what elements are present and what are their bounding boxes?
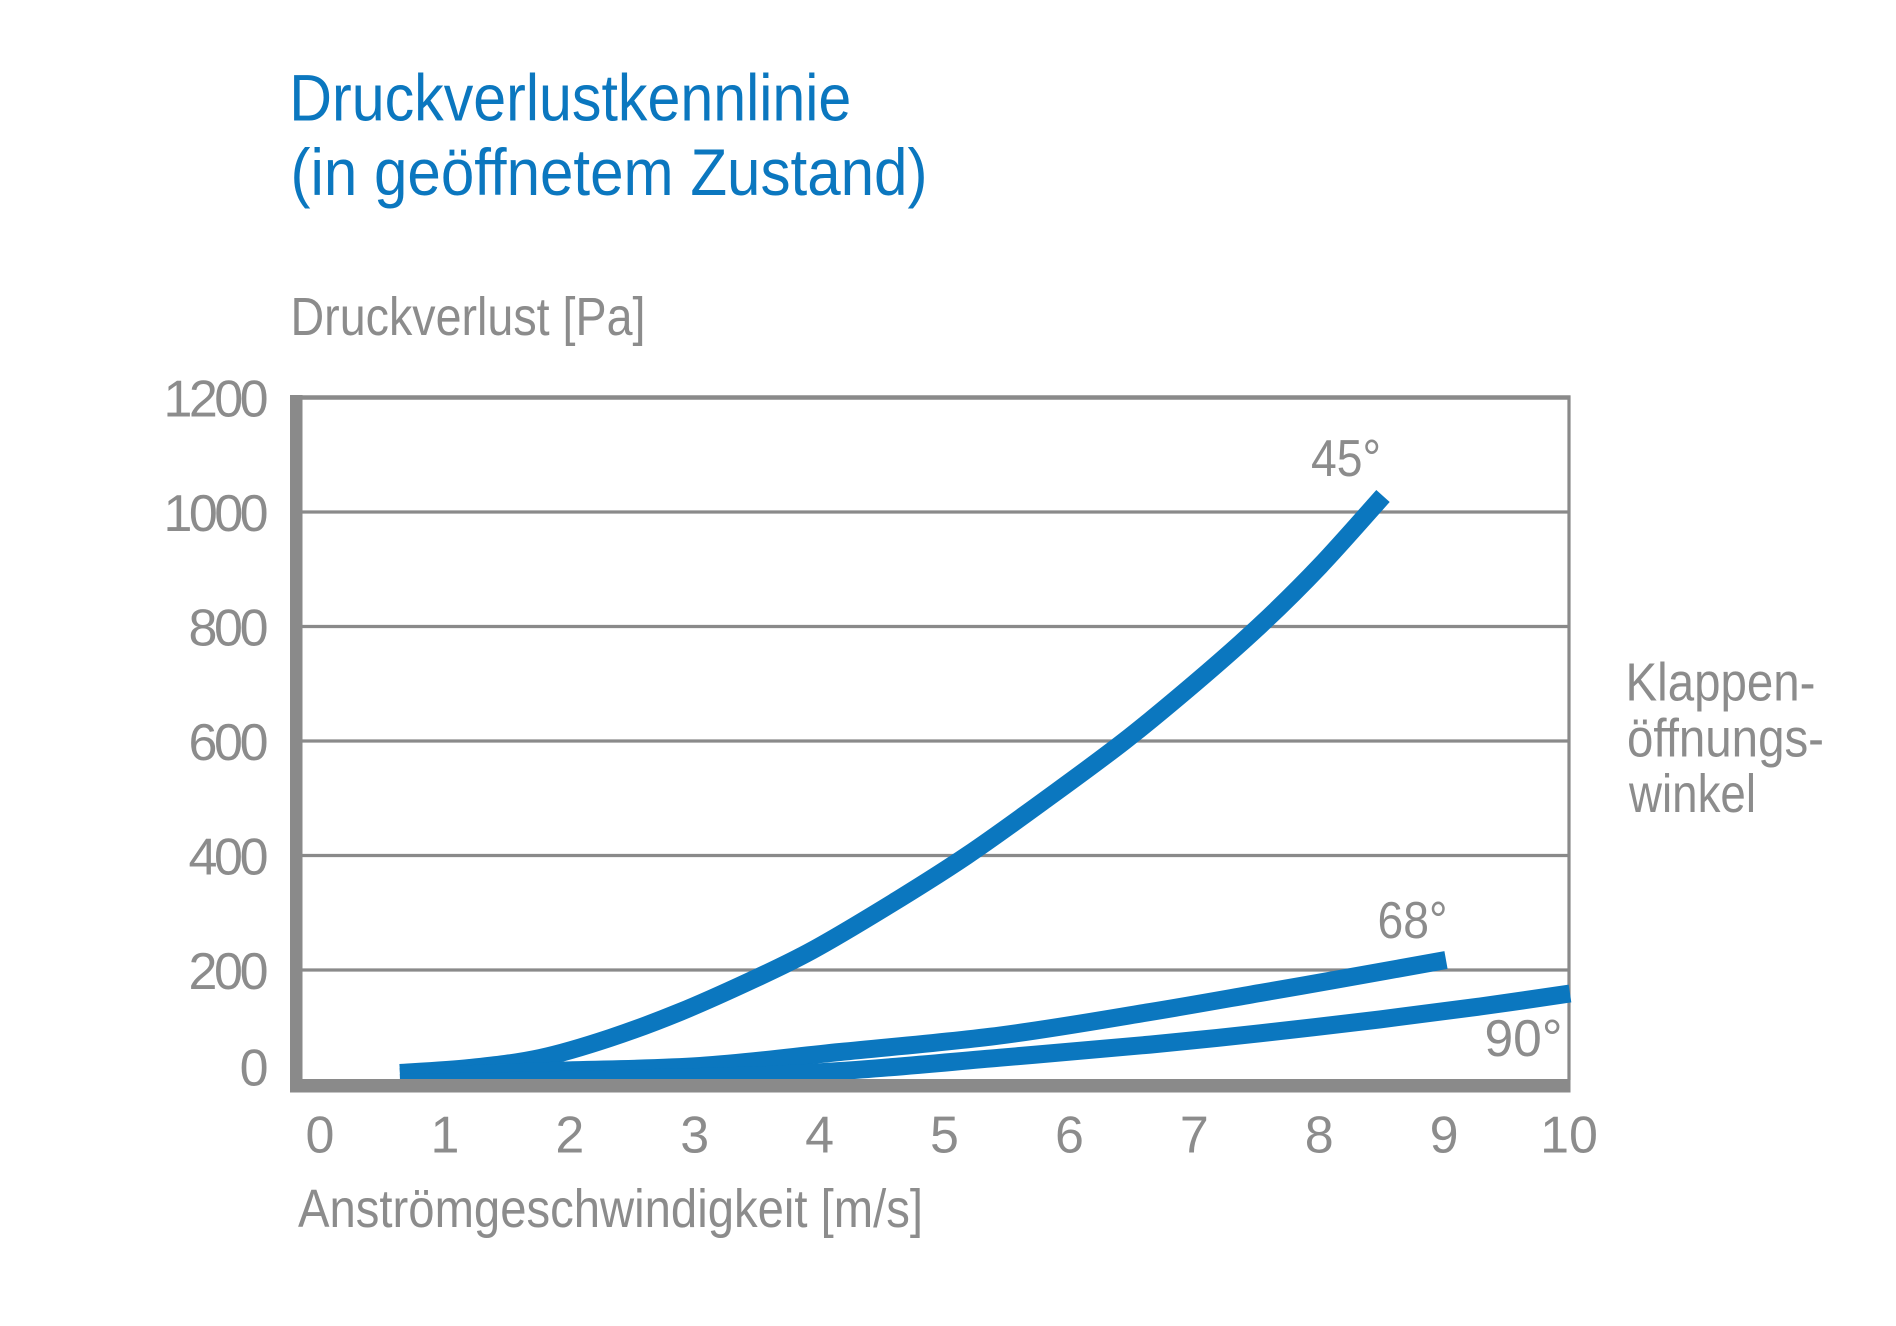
svg-text:Anströmgeschwindigkeit [m/s]: Anströmgeschwindigkeit [m/s]: [298, 1179, 923, 1239]
svg-text:3: 3: [680, 1107, 709, 1165]
svg-text:1: 1: [430, 1107, 459, 1165]
svg-text:90°: 90°: [1485, 1010, 1563, 1068]
svg-text:200: 200: [189, 943, 269, 1001]
svg-text:(in geöffnetem Zustand): (in geöffnetem Zustand): [291, 135, 928, 209]
svg-text:4: 4: [805, 1107, 834, 1165]
svg-text:0: 0: [240, 1040, 269, 1098]
svg-text:Druckverlustkennlinie: Druckverlustkennlinie: [289, 61, 851, 135]
svg-text:öffnungs-: öffnungs-: [1627, 709, 1824, 769]
svg-text:10: 10: [1540, 1107, 1598, 1165]
svg-text:600: 600: [189, 714, 269, 772]
svg-text:45°: 45°: [1311, 430, 1381, 488]
svg-text:winkel: winkel: [1628, 764, 1756, 824]
svg-text:2: 2: [555, 1107, 584, 1165]
svg-text:0: 0: [306, 1107, 335, 1165]
svg-text:1200: 1200: [164, 371, 269, 429]
svg-text:6: 6: [1055, 1107, 1084, 1165]
svg-text:Klappen-: Klappen-: [1626, 653, 1816, 713]
svg-text:Druckverlust [Pa]: Druckverlust [Pa]: [291, 287, 646, 347]
svg-text:1000: 1000: [164, 485, 269, 543]
svg-text:9: 9: [1430, 1107, 1459, 1165]
svg-text:400: 400: [189, 829, 269, 887]
svg-text:8: 8: [1305, 1107, 1334, 1165]
svg-text:5: 5: [930, 1107, 959, 1165]
svg-text:68°: 68°: [1378, 892, 1448, 950]
svg-text:7: 7: [1180, 1107, 1209, 1165]
svg-text:800: 800: [189, 600, 269, 658]
